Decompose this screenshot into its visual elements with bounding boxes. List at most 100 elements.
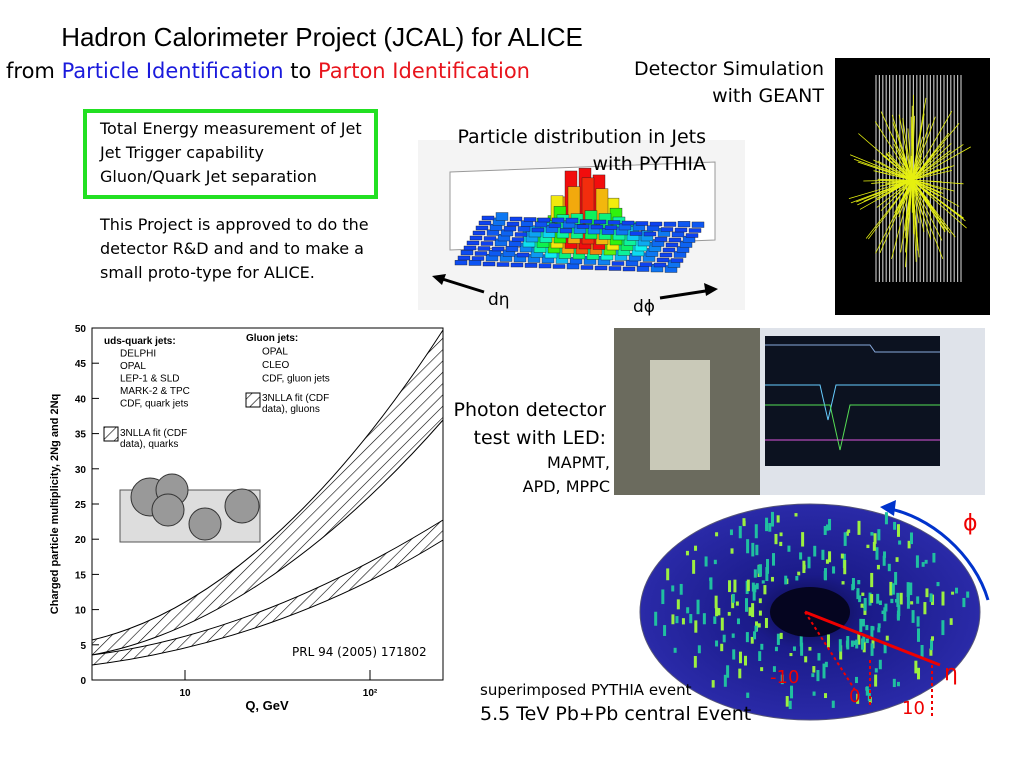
tower — [799, 634, 803, 647]
tower — [758, 564, 762, 577]
lego-bar — [475, 225, 489, 231]
tower — [733, 579, 737, 593]
tower — [753, 631, 757, 640]
legend-entry: OPAL — [262, 347, 288, 358]
lego-bar — [622, 266, 636, 272]
tower — [828, 551, 832, 563]
lego-bar — [495, 212, 509, 221]
lego-bar — [688, 228, 702, 233]
tower — [923, 602, 927, 615]
tower — [801, 532, 805, 547]
tower — [751, 542, 755, 557]
tower — [676, 599, 680, 610]
track — [911, 179, 932, 240]
tower — [892, 678, 896, 688]
caption: with PYTHIA — [593, 153, 707, 175]
lego-bar — [481, 215, 495, 221]
track — [876, 179, 913, 208]
tower — [883, 607, 887, 622]
legend-swatch — [103, 426, 119, 442]
track — [903, 155, 913, 181]
lego-bar — [663, 221, 677, 227]
subtitle: from Particle Identification to Parton I… — [6, 59, 530, 83]
tower — [884, 512, 888, 525]
tower — [858, 595, 862, 603]
track — [893, 179, 913, 198]
tower — [870, 643, 874, 656]
tower — [924, 559, 928, 564]
photo-detail — [650, 360, 710, 470]
tower — [797, 571, 801, 576]
tower — [870, 572, 874, 588]
lego-bar — [671, 231, 685, 238]
tower — [876, 593, 880, 604]
lego-bar — [576, 224, 590, 229]
tower — [731, 593, 735, 603]
legend-entry: uds-quark jets: — [104, 336, 176, 347]
tower — [696, 599, 700, 615]
eta-value: -10 — [770, 667, 799, 688]
track — [898, 114, 913, 181]
tower — [799, 552, 803, 560]
tower — [671, 614, 675, 625]
tower — [949, 618, 953, 625]
tower — [748, 607, 752, 616]
tower — [854, 676, 858, 684]
x-tick-label: 10² — [363, 688, 378, 699]
tower — [907, 540, 911, 549]
caption: Particle distribution in Jets — [457, 126, 706, 148]
tower — [789, 653, 793, 657]
tower — [856, 693, 860, 704]
legend-entry: 3NLLA fit (CDF — [120, 428, 187, 439]
caption: APD, MPPC — [523, 477, 610, 496]
tower — [851, 584, 855, 591]
tower — [760, 667, 764, 672]
tower — [804, 656, 808, 663]
tower — [758, 598, 762, 604]
lego-bar — [469, 235, 483, 241]
tower — [936, 582, 940, 587]
tower — [709, 577, 713, 581]
legend-entry: CDF, quark jets — [120, 399, 188, 410]
tower — [685, 550, 689, 556]
track — [911, 94, 914, 181]
axis-label: dη — [488, 290, 510, 310]
tower — [790, 685, 794, 699]
tower — [694, 620, 698, 633]
tower — [822, 663, 826, 679]
tower — [862, 635, 866, 643]
legend-entry: data), quarks — [120, 439, 178, 450]
tower — [870, 625, 874, 639]
track — [877, 178, 913, 181]
subtitle-part: Parton Identification — [318, 59, 530, 83]
tower — [728, 580, 732, 593]
tower — [776, 515, 780, 523]
y-tick-label: 15 — [75, 570, 87, 581]
tower — [689, 614, 693, 624]
track — [911, 179, 964, 185]
y-tick-label: 35 — [75, 430, 87, 441]
lego-bar — [457, 255, 471, 261]
tower — [727, 611, 731, 616]
tower — [966, 591, 970, 598]
tower — [807, 556, 811, 569]
track — [911, 179, 960, 207]
tower — [891, 583, 895, 595]
tower — [794, 513, 798, 517]
tower — [770, 576, 774, 582]
tower — [857, 579, 861, 585]
track — [911, 165, 955, 181]
lego-bar — [662, 247, 676, 253]
tower — [881, 610, 885, 615]
tower — [751, 603, 755, 618]
tower — [746, 539, 750, 554]
eta-axis — [804, 610, 941, 667]
y-tick-label: 25 — [75, 500, 87, 511]
track — [911, 179, 925, 233]
tower — [761, 580, 765, 584]
track — [911, 179, 946, 231]
legend-entry: 3NLLA fit (CDF — [262, 393, 329, 404]
lego-bar — [629, 231, 643, 236]
tower — [738, 525, 742, 539]
